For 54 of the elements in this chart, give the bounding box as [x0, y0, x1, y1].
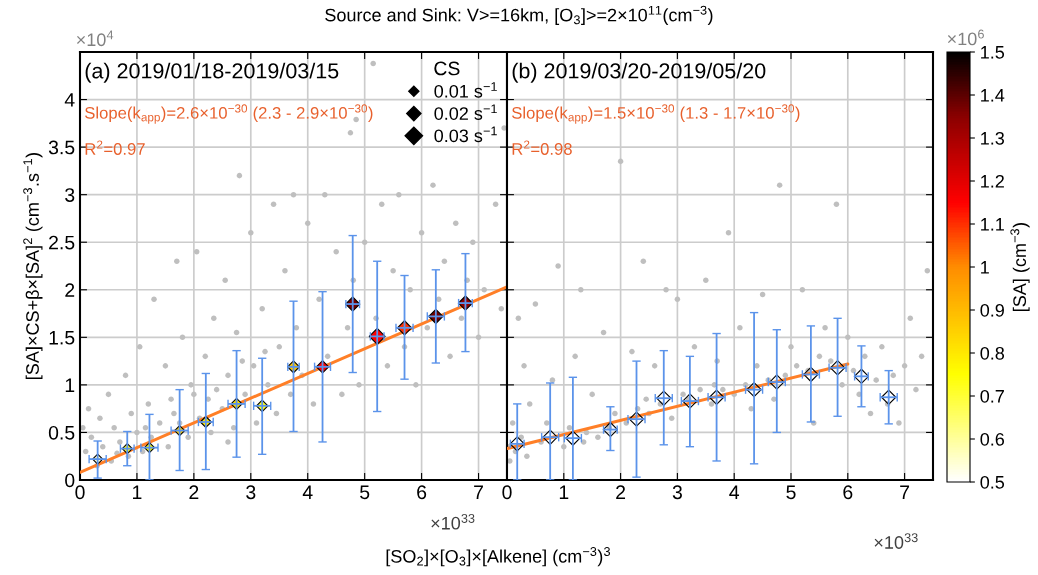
color-bar-title: [SA] (cm$^{−3}$): [1010, 223, 1030, 311]
color-bar-label: 1.4: [981, 89, 1005, 102]
y-tick-label: 4: [64, 93, 75, 107]
y-tick-label: 1.5: [49, 331, 75, 345]
y-tick-label: 0.5: [48, 425, 75, 440]
y-tick-label: 2: [65, 283, 75, 297]
color-bar-label: 0.8: [980, 346, 1005, 360]
text: ×10$^{33}$: [874, 533, 918, 549]
x-tick-label: 1: [133, 485, 142, 499]
chart-subtitle: (a) 2019/01/18-2019/03/15: [85, 62, 339, 83]
text: ×10$^{33}$: [431, 513, 475, 530]
annotation: Slope(k$_{app}$)=2.6×10$^{−30}$ (2.3 - 2.9×10$^{−30}$): [85, 104, 373, 124]
annotation: Slope(k$_{app}$)=1.5×10$^{−30}$ (1.3 - 1.7×10$^{−30}$): [512, 104, 800, 124]
y-tick-label: 1: [65, 378, 75, 392]
x-tick-label: 5: [786, 485, 796, 500]
annotation: R$^{2}$=0.98: [512, 140, 572, 155]
x-tick-label: 3: [672, 485, 682, 500]
color-bar-label: 1.5: [981, 46, 1005, 59]
annotation: R$^{2}$=0.97: [85, 140, 145, 155]
y-tick-label: 0: [65, 473, 75, 488]
x-tick-label: 1: [559, 485, 569, 499]
color-bar-label: 0.7: [980, 389, 1004, 403]
x-axis-title: [SO$_{2}$]×[O$_{3}$]×[Alkene] (cm$^{−3}$)$^{3}$: [386, 547, 610, 567]
legend-label: 0.03 s$^{−1}$: [434, 126, 497, 143]
y-tick-label: 2.5: [49, 235, 75, 250]
color-bar-label: 1: [981, 261, 989, 274]
x-tick-label: 4: [302, 485, 313, 499]
legend-label: 0.02 s$^{−1}$: [434, 104, 497, 120]
color-bar-label: 0.9: [980, 303, 1004, 317]
x-tick-label: 4: [729, 485, 740, 499]
y-tick-label: 3: [65, 188, 75, 202]
color-bar-label: 1.2: [981, 174, 1004, 188]
x-tick-label: 5: [360, 485, 370, 500]
legend-label: 0.01 s$^{−1}$: [434, 82, 497, 98]
chart-subtitle: (b) 2019/03/20-2019/05/20: [512, 62, 766, 83]
color-bar-label: 1.3: [981, 131, 1005, 145]
color-bar-label: 0.5: [980, 475, 1005, 489]
text: ×10$^{4}$: [76, 30, 114, 47]
x-tick-label: 3: [246, 485, 256, 500]
x-tick-label: 2: [189, 485, 199, 499]
x-tick-label: 0: [75, 485, 85, 500]
legend-title: CS: [434, 61, 460, 76]
x-tick-label: 0: [502, 485, 512, 500]
x-tick-label: 6: [843, 485, 853, 500]
y-axis-title: [SA]×CS+β×[SA]$^{2}$ (cm$^{−3}$.s$^{−1}$): [23, 153, 43, 379]
y-tick-label: 3.5: [48, 140, 75, 155]
color-bar-label: 0.6: [980, 432, 1005, 446]
x-tick-label: 7: [900, 485, 910, 499]
x-tick-label: 7: [474, 485, 483, 499]
chart-title: Source and Sink: V>=16km, [O$_{3}$]>=2×10$^{11}$(cm$^{−3}$): [325, 5, 713, 25]
x-tick-label: 6: [417, 485, 427, 500]
text: ×10$^{6}$: [947, 29, 984, 46]
x-tick-label: 2: [616, 485, 626, 499]
color-bar-label: 1.1: [981, 218, 1004, 231]
